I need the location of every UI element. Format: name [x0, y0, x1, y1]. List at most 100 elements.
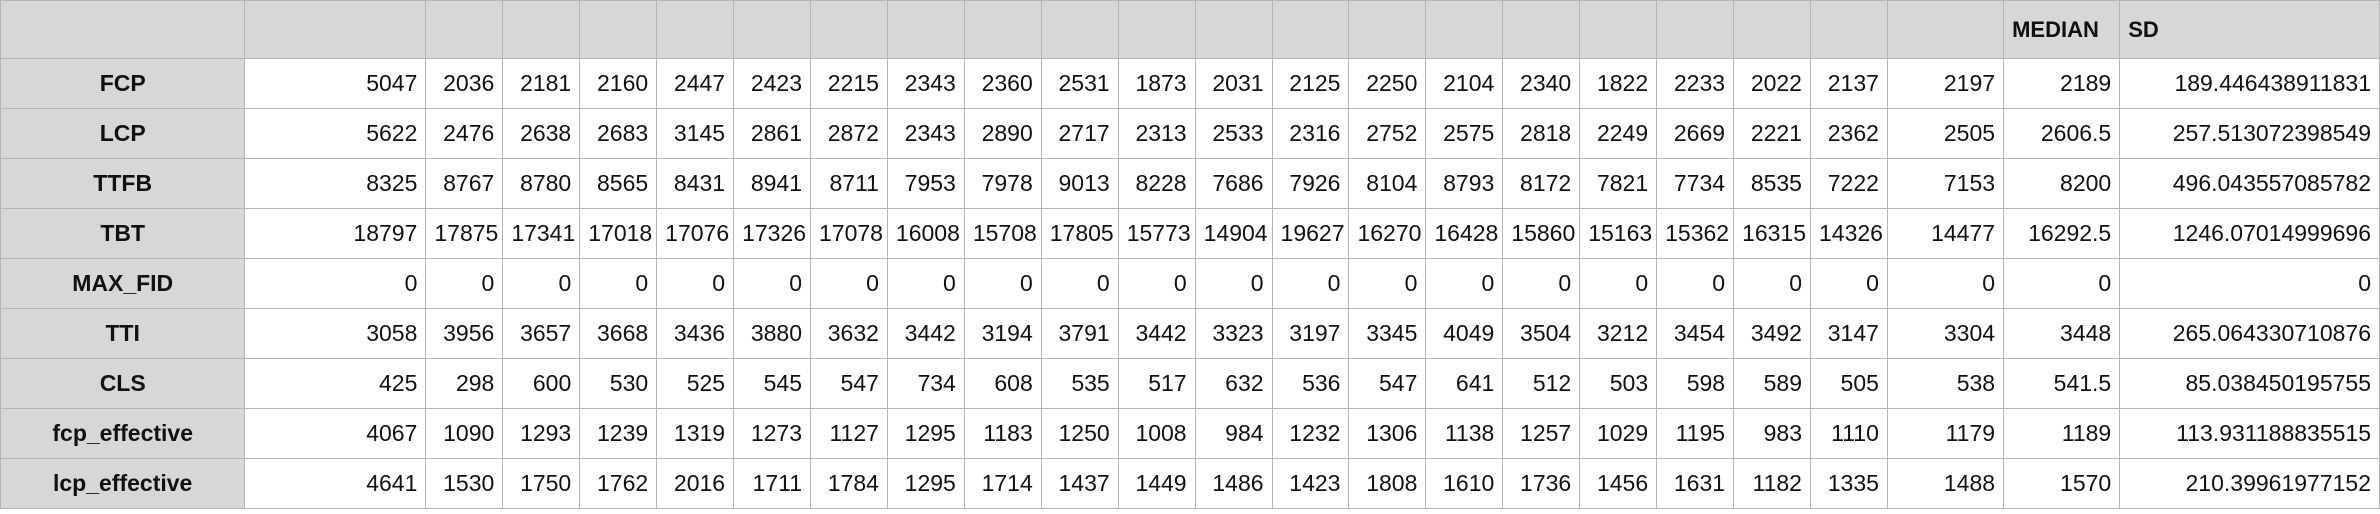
value-cell[interactable]: 2343	[886, 58, 965, 109]
value-cell[interactable]: 1714	[963, 458, 1042, 509]
median-cell[interactable]: 2189	[2003, 58, 2121, 109]
value-cell[interactable]: 8767	[425, 158, 504, 209]
value-cell[interactable]: 0	[502, 258, 581, 309]
sd-cell[interactable]: 1246.07014999696	[2119, 208, 2380, 259]
value-cell[interactable]: 17341	[502, 208, 581, 259]
value-cell[interactable]: 7821	[1579, 158, 1658, 209]
value-cell[interactable]: 18797	[244, 208, 427, 259]
value-cell[interactable]: 0	[1886, 258, 2005, 309]
value-cell[interactable]: 3454	[1656, 308, 1735, 359]
value-cell[interactable]: 4049	[1425, 308, 1504, 359]
value-cell[interactable]: 0	[1117, 258, 1196, 309]
value-cell[interactable]: 3791	[1040, 308, 1119, 359]
header-cell[interactable]	[1348, 0, 1427, 59]
value-cell[interactable]: 0	[1040, 258, 1119, 309]
value-cell[interactable]: 1319	[656, 408, 735, 459]
value-cell[interactable]: 1295	[886, 408, 965, 459]
value-cell[interactable]: 3956	[425, 308, 504, 359]
value-cell[interactable]: 17805	[1040, 208, 1119, 259]
value-cell[interactable]: 14326	[1809, 208, 1888, 259]
value-cell[interactable]: 547	[810, 358, 888, 409]
header-cell[interactable]	[1194, 0, 1273, 59]
value-cell[interactable]: 9013	[1040, 158, 1119, 209]
value-cell[interactable]: 2233	[1656, 58, 1735, 109]
header-cell[interactable]	[1425, 0, 1504, 59]
value-cell[interactable]: 2669	[1656, 108, 1735, 159]
value-cell[interactable]: 16428	[1425, 208, 1504, 259]
value-cell[interactable]: 1488	[1886, 458, 2005, 509]
value-cell[interactable]: 536	[1271, 358, 1350, 409]
value-cell[interactable]: 2160	[579, 58, 658, 109]
value-cell[interactable]: 3145	[656, 108, 735, 159]
value-cell[interactable]: 2575	[1425, 108, 1504, 159]
value-cell[interactable]: 3657	[502, 308, 581, 359]
value-cell[interactable]: 15163	[1579, 208, 1658, 259]
value-cell[interactable]: 1530	[425, 458, 504, 509]
sd-cell[interactable]: 496.043557085782	[2119, 158, 2380, 209]
value-cell[interactable]: 641	[1425, 358, 1504, 409]
header-cell[interactable]	[886, 0, 965, 59]
header-cell[interactable]	[0, 0, 246, 59]
value-cell[interactable]: 7978	[963, 158, 1042, 209]
median-cell[interactable]: 1570	[2003, 458, 2121, 509]
header-cell[interactable]	[502, 0, 581, 59]
header-cell[interactable]	[1733, 0, 1811, 59]
sd-cell[interactable]: 85.038450195755	[2119, 358, 2380, 409]
median-cell[interactable]: 2606.5	[2003, 108, 2121, 159]
value-cell[interactable]: 7734	[1656, 158, 1735, 209]
value-cell[interactable]: 2137	[1809, 58, 1888, 109]
header-median[interactable]: MEDIAN	[2003, 0, 2121, 59]
value-cell[interactable]: 2340	[1502, 58, 1581, 109]
value-cell[interactable]: 1232	[1271, 408, 1350, 459]
header-cell[interactable]	[1502, 0, 1581, 59]
value-cell[interactable]: 2360	[963, 58, 1042, 109]
median-cell[interactable]: 8200	[2003, 158, 2121, 209]
value-cell[interactable]: 1762	[579, 458, 658, 509]
value-cell[interactable]: 2447	[656, 58, 735, 109]
value-cell[interactable]: 2036	[425, 58, 504, 109]
row-label[interactable]: MAX_FID	[0, 258, 246, 309]
value-cell[interactable]: 1250	[1040, 408, 1119, 459]
value-cell[interactable]: 0	[579, 258, 658, 309]
value-cell[interactable]: 3058	[244, 308, 427, 359]
value-cell[interactable]: 0	[733, 258, 811, 309]
value-cell[interactable]: 538	[1886, 358, 2005, 409]
value-cell[interactable]: 1138	[1425, 408, 1504, 459]
sd-cell[interactable]: 265.064330710876	[2119, 308, 2380, 359]
row-label[interactable]: TBT	[0, 208, 246, 259]
value-cell[interactable]: 0	[1733, 258, 1811, 309]
value-cell[interactable]: 2181	[502, 58, 581, 109]
value-cell[interactable]: 1711	[733, 458, 811, 509]
sd-cell[interactable]: 113.931188835515	[2119, 408, 2380, 459]
value-cell[interactable]: 1273	[733, 408, 811, 459]
value-cell[interactable]: 2752	[1348, 108, 1427, 159]
header-sd[interactable]: SD	[2119, 0, 2380, 59]
value-cell[interactable]: 632	[1194, 358, 1273, 409]
value-cell[interactable]: 1449	[1117, 458, 1196, 509]
header-cell[interactable]	[656, 0, 735, 59]
value-cell[interactable]: 2861	[733, 108, 811, 159]
value-cell[interactable]: 16008	[886, 208, 965, 259]
value-cell[interactable]: 535	[1040, 358, 1119, 409]
value-cell[interactable]: 2533	[1194, 108, 1273, 159]
value-cell[interactable]: 1784	[810, 458, 888, 509]
value-cell[interactable]: 0	[886, 258, 965, 309]
value-cell[interactable]: 3436	[656, 308, 735, 359]
value-cell[interactable]: 0	[963, 258, 1042, 309]
value-cell[interactable]: 1456	[1579, 458, 1658, 509]
value-cell[interactable]: 1257	[1502, 408, 1581, 459]
header-cell[interactable]	[244, 0, 427, 59]
value-cell[interactable]: 2683	[579, 108, 658, 159]
value-cell[interactable]: 600	[502, 358, 581, 409]
value-cell[interactable]: 1808	[1348, 458, 1427, 509]
value-cell[interactable]: 2221	[1733, 108, 1811, 159]
value-cell[interactable]: 2022	[1733, 58, 1811, 109]
value-cell[interactable]: 2362	[1809, 108, 1888, 159]
header-cell[interactable]	[425, 0, 504, 59]
value-cell[interactable]: 5622	[244, 108, 427, 159]
value-cell[interactable]: 2215	[810, 58, 888, 109]
header-cell[interactable]	[1809, 0, 1888, 59]
value-cell[interactable]: 1610	[1425, 458, 1504, 509]
row-label[interactable]: LCP	[0, 108, 246, 159]
value-cell[interactable]: 3304	[1886, 308, 2005, 359]
